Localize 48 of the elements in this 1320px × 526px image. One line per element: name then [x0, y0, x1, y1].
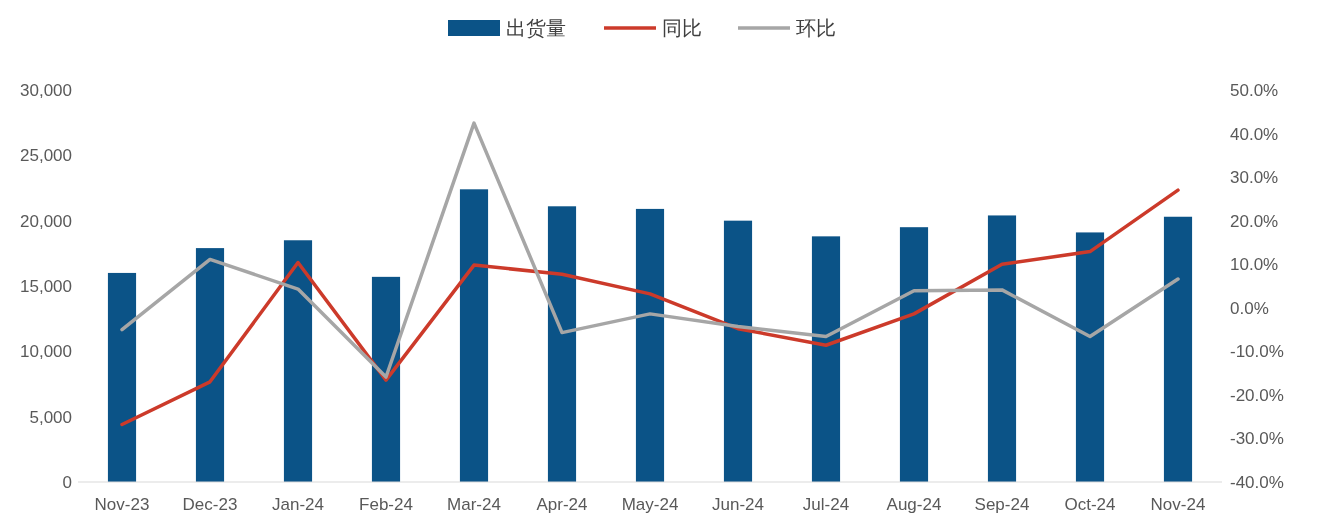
y2-tick-label: 50.0%: [1230, 80, 1279, 100]
line-series: [120, 121, 1180, 379]
x-tick-label: Nov-23: [94, 494, 150, 514]
y2-tick-label: 10.0%: [1230, 255, 1279, 275]
bar: [1075, 232, 1105, 482]
y2-tick-label: -30.0%: [1230, 429, 1284, 449]
legend-label: 出货量: [506, 17, 566, 39]
bar: [635, 208, 665, 482]
x-tick-label: Feb-24: [359, 494, 413, 514]
bar: [547, 206, 577, 482]
y2-tick-label: 30.0%: [1230, 168, 1279, 188]
bar: [1163, 216, 1193, 482]
y-tick-label: 15,000: [20, 276, 72, 296]
y2-tick-label: 0.0%: [1230, 298, 1269, 318]
bar: [371, 276, 401, 482]
x-tick-label: May-24: [621, 494, 679, 514]
bar: [195, 248, 225, 482]
legend-label: 环比: [796, 17, 836, 39]
y-tick-label: 25,000: [20, 146, 72, 166]
y2-tick-label: 20.0%: [1230, 211, 1279, 231]
x-tick-label: Apr-24: [536, 494, 588, 514]
y-tick-label: 0: [62, 472, 72, 492]
x-tick-label: Sep-24: [974, 494, 1030, 514]
x-tick-label: Jan-24: [272, 494, 324, 514]
y-tick-label: 5,000: [29, 407, 72, 427]
y-tick-label: 30,000: [20, 80, 72, 100]
y2-tick-label: -40.0%: [1230, 472, 1284, 492]
line-series: [120, 188, 1180, 427]
x-tick-label: Oct-24: [1064, 494, 1116, 514]
x-tick-label: Nov-24: [1150, 494, 1206, 514]
legend-label: 同比: [662, 17, 702, 39]
y2-tick-label: -10.0%: [1230, 342, 1284, 362]
y2-tick-label: -20.0%: [1230, 385, 1284, 405]
bar: [987, 215, 1017, 482]
y-tick-label: 10,000: [20, 342, 72, 362]
bar: [107, 272, 137, 482]
x-tick-label: Mar-24: [447, 494, 501, 514]
bar: [811, 236, 841, 482]
x-tick-label: Aug-24: [886, 494, 942, 514]
bar: [283, 240, 313, 482]
x-tick-label: Jun-24: [712, 494, 764, 514]
bar: [899, 227, 929, 482]
y2-tick-label: 40.0%: [1230, 124, 1279, 144]
bar: [723, 220, 753, 482]
x-tick-label: Jul-24: [802, 494, 850, 514]
x-tick-label: Dec-23: [182, 494, 238, 514]
y-tick-label: 20,000: [20, 211, 72, 231]
bar: [459, 189, 489, 482]
